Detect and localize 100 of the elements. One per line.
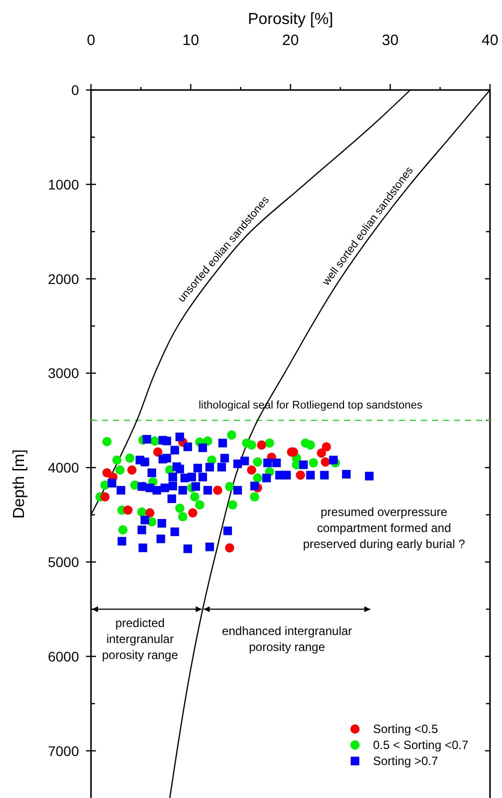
point bbox=[320, 457, 330, 467]
point bbox=[153, 447, 162, 457]
point bbox=[308, 458, 318, 468]
point bbox=[116, 486, 126, 495]
point bbox=[108, 478, 116, 488]
point bbox=[247, 465, 256, 475]
point bbox=[162, 454, 172, 462]
point bbox=[168, 494, 176, 504]
point bbox=[191, 482, 200, 491]
point bbox=[263, 458, 272, 468]
point bbox=[187, 472, 196, 482]
point bbox=[188, 508, 198, 518]
point bbox=[190, 492, 200, 502]
point bbox=[195, 500, 204, 510]
point bbox=[115, 465, 125, 475]
point bbox=[183, 442, 192, 452]
point bbox=[272, 458, 281, 468]
point bbox=[329, 456, 338, 464]
point bbox=[250, 492, 260, 502]
annotation: presumed overpressure compartment formed and preserved during early burial ? bbox=[302, 505, 466, 551]
point bbox=[118, 536, 126, 546]
point bbox=[252, 457, 262, 467]
point bbox=[198, 443, 208, 452]
point bbox=[178, 512, 188, 522]
point bbox=[228, 500, 238, 510]
y-tick-label: 4000 bbox=[48, 460, 80, 476]
point bbox=[198, 472, 208, 482]
x-tick-label: 0 bbox=[86, 32, 96, 49]
point bbox=[138, 526, 146, 534]
point bbox=[158, 518, 166, 528]
point bbox=[138, 544, 148, 552]
point bbox=[365, 472, 374, 480]
point bbox=[205, 462, 214, 472]
point bbox=[205, 542, 214, 552]
point bbox=[240, 456, 249, 466]
point bbox=[193, 464, 202, 472]
point bbox=[250, 482, 259, 490]
point bbox=[140, 516, 150, 524]
point bbox=[220, 454, 229, 462]
point bbox=[203, 436, 212, 446]
point bbox=[102, 437, 112, 446]
annotation: endhanced intergranular porosity range bbox=[222, 624, 352, 654]
x-tick-label: 20 bbox=[282, 32, 299, 49]
y-tick-label: 1000 bbox=[48, 176, 80, 192]
point bbox=[299, 460, 308, 470]
point bbox=[183, 544, 192, 554]
legend-label: Sorting <0.5 bbox=[373, 722, 438, 736]
point bbox=[320, 470, 329, 480]
point bbox=[168, 472, 178, 482]
point bbox=[175, 504, 184, 513]
point bbox=[125, 454, 134, 463]
y-axis-title: Depth [m] bbox=[11, 449, 28, 519]
point bbox=[112, 455, 122, 465]
point bbox=[296, 470, 306, 480]
point bbox=[118, 525, 128, 535]
point bbox=[175, 464, 184, 474]
y-tick-label: 3000 bbox=[48, 365, 80, 382]
point bbox=[225, 543, 234, 552]
point bbox=[123, 505, 133, 515]
point bbox=[170, 527, 180, 536]
point bbox=[127, 465, 136, 475]
point bbox=[247, 440, 256, 450]
point bbox=[170, 446, 180, 454]
point bbox=[227, 430, 236, 440]
x-axis-title: Porosity [%] bbox=[248, 11, 334, 28]
point bbox=[256, 440, 266, 450]
point bbox=[162, 436, 172, 446]
point bbox=[262, 474, 271, 482]
legend-label: Sorting >0.7 bbox=[373, 754, 438, 768]
point bbox=[175, 432, 184, 442]
y-tick-label: 7000 bbox=[48, 742, 80, 759]
x-tick-label: 30 bbox=[382, 32, 399, 49]
y-tick-label: 2000 bbox=[48, 270, 80, 287]
point bbox=[142, 434, 152, 444]
point bbox=[100, 492, 110, 502]
point bbox=[264, 438, 274, 448]
point bbox=[233, 486, 242, 495]
point bbox=[223, 526, 232, 536]
point bbox=[342, 470, 351, 479]
x-tick-label: 40 bbox=[482, 32, 498, 49]
point bbox=[306, 440, 316, 450]
point bbox=[203, 486, 212, 495]
point bbox=[168, 482, 178, 490]
annotation: predicted intergranular porosity range bbox=[102, 616, 178, 662]
legend-label: 0.5 < Sorting <0.7 bbox=[373, 738, 469, 752]
point bbox=[213, 486, 222, 495]
point bbox=[148, 468, 156, 478]
point bbox=[316, 448, 326, 458]
point bbox=[225, 482, 234, 492]
y-tick-label: 6000 bbox=[48, 648, 80, 664]
point bbox=[178, 486, 188, 495]
point bbox=[145, 508, 154, 518]
point bbox=[217, 462, 226, 472]
y-tick-label: 5000 bbox=[48, 554, 80, 570]
point bbox=[275, 470, 284, 480]
point bbox=[252, 473, 262, 483]
point bbox=[306, 470, 315, 480]
x-tick-label: 10 bbox=[182, 32, 200, 49]
point bbox=[156, 534, 166, 544]
y-tick-label: 0 bbox=[71, 82, 80, 98]
